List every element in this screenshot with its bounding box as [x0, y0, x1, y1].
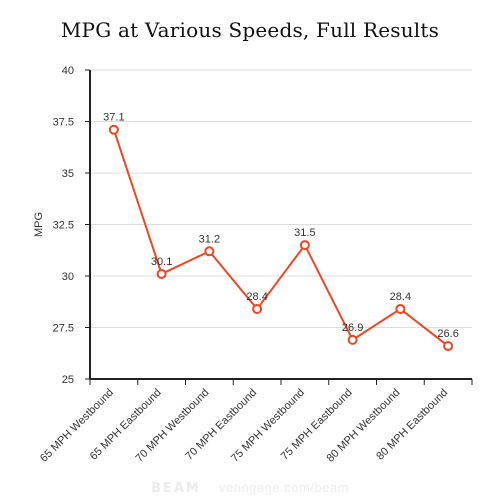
y-tick-label: 25	[62, 374, 74, 386]
data-label: 28.4	[246, 291, 267, 303]
data-point	[252, 303, 263, 314]
watermark-logo: BEAM	[151, 481, 201, 496]
watermark-text: venngage.com/beam	[219, 480, 349, 495]
data-label: 30.1	[151, 256, 172, 268]
data-point	[299, 240, 310, 251]
data-label: 31.2	[199, 233, 220, 245]
data-point	[347, 334, 358, 345]
y-tick-label: 37.5	[53, 117, 74, 129]
data-label: 28.4	[390, 291, 411, 303]
series-line	[112, 129, 449, 347]
data-point	[443, 341, 454, 352]
data-label: 37.1	[103, 112, 124, 124]
y-tick-label: 40	[62, 65, 74, 77]
data-point	[204, 246, 215, 257]
data-label: 26.6	[437, 328, 458, 340]
axes	[85, 69, 473, 385]
y-tick-label: 27.5	[53, 323, 74, 335]
grid-lines	[90, 69, 472, 328]
series-mpg	[108, 124, 454, 352]
data-labels: 37.1 30.1 31.2 28.4 31.5 26.9 28.4 26.6	[103, 112, 459, 340]
data-label: 31.5	[294, 227, 315, 239]
data-point	[395, 303, 406, 314]
watermark: BEAM venngage.com/beam	[0, 480, 500, 496]
y-tick-label: 35	[62, 168, 74, 180]
data-point	[108, 124, 119, 135]
data-point	[156, 268, 167, 279]
y-tick-label: 32.5	[53, 220, 74, 232]
y-axis-title: MPG	[33, 212, 45, 237]
data-label: 26.9	[342, 322, 363, 334]
chart-title: MPG at Various Speeds, Full Results	[60, 18, 440, 42]
y-tick-label: 30	[62, 271, 74, 283]
